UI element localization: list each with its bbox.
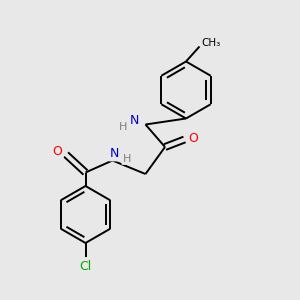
Text: H: H [119,122,127,132]
Text: O: O [53,145,62,158]
Text: CH₃: CH₃ [201,38,220,48]
Text: N: N [129,114,139,128]
Text: O: O [188,131,198,145]
Text: N: N [109,147,119,161]
Text: H: H [122,154,131,164]
Text: Cl: Cl [80,260,92,274]
